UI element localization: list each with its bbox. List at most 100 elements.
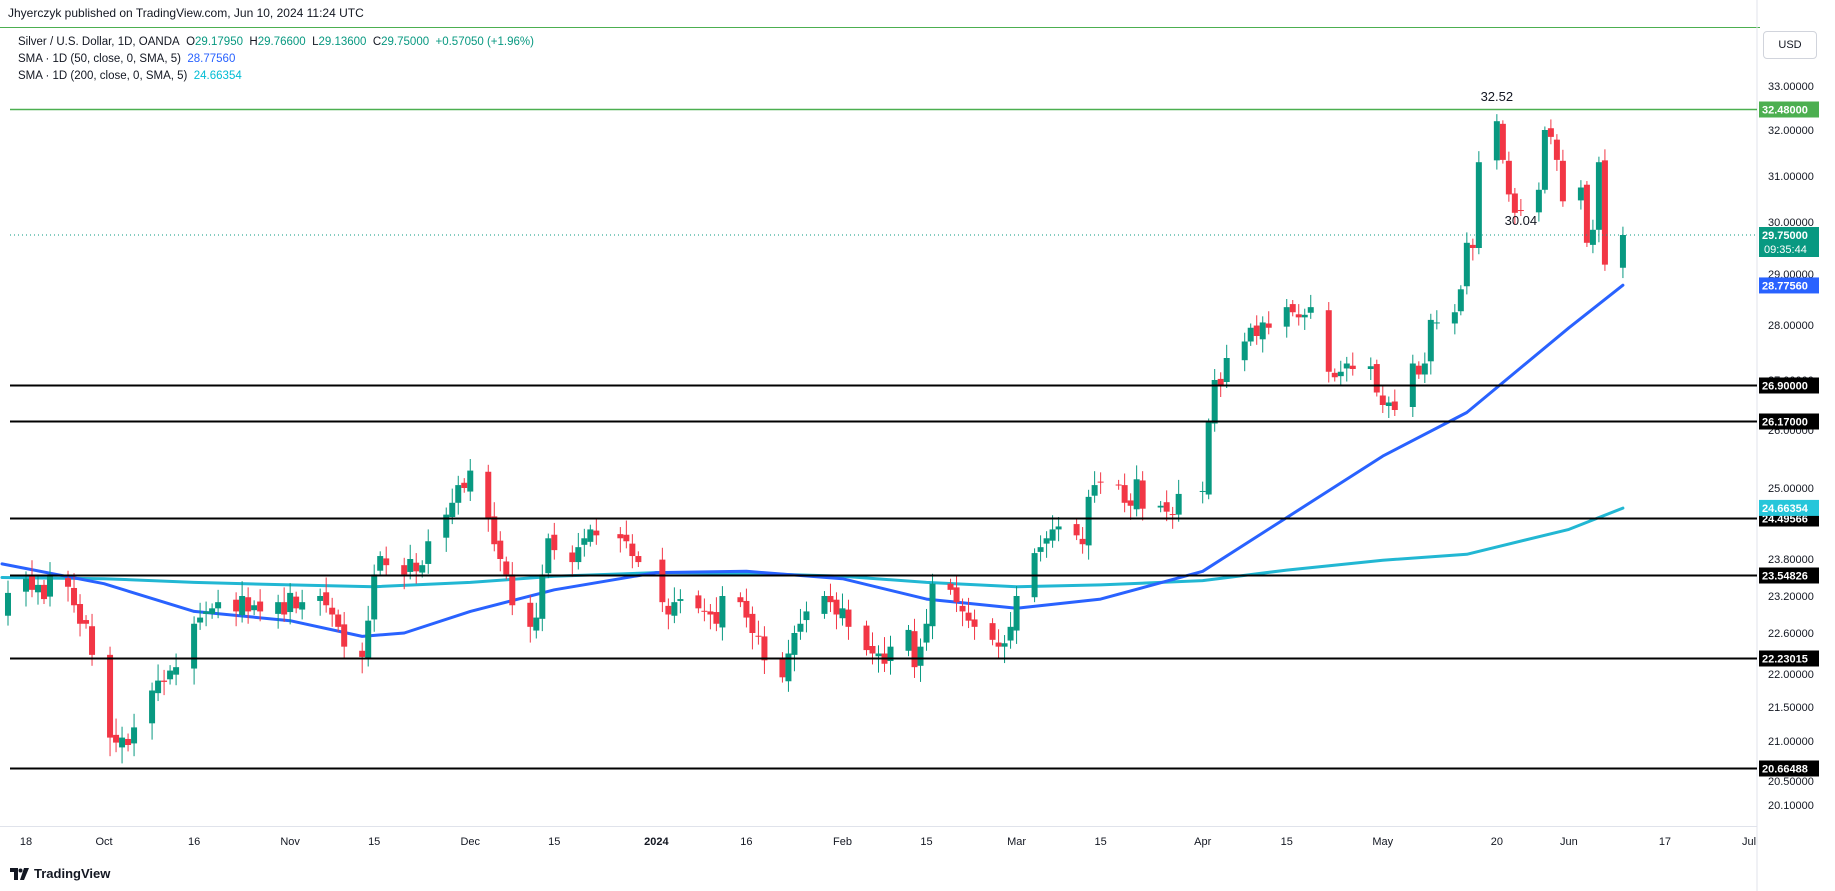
candle-body (1517, 210, 1524, 212)
candle-body (875, 653, 882, 657)
candle (1307, 294, 1314, 319)
candle (1469, 238, 1476, 261)
candle-body (527, 602, 534, 627)
candle (197, 602, 204, 630)
last-price-tag: 29.75000 09:35:44 (1759, 227, 1819, 257)
y-tick-label: 33.00000 (1768, 81, 1814, 93)
currency-selector-button[interactable]: USD (1763, 31, 1817, 59)
candle (1295, 304, 1302, 326)
candle-body (707, 611, 714, 615)
candle (617, 527, 624, 553)
candle (533, 602, 540, 639)
level-price-tag: 23.54826 (1759, 567, 1819, 584)
candle (287, 583, 294, 625)
candle-body (197, 617, 204, 623)
candle-body (1073, 524, 1080, 536)
candle-body (257, 601, 264, 612)
candle (275, 594, 282, 629)
candle-body (1589, 229, 1596, 245)
candle (1505, 151, 1512, 202)
candle (425, 529, 432, 574)
candle (911, 618, 918, 678)
candle-body (1535, 189, 1542, 213)
candle (953, 575, 960, 613)
candle-body (545, 538, 552, 574)
legend-sma200-row[interactable]: SMA · 1D (200, close, 0, SMA, 5) 24.6635… (18, 68, 534, 85)
candle-body (407, 559, 414, 572)
candle (743, 588, 750, 628)
candle-body (755, 635, 762, 637)
legend-high-value: 29.76600 (257, 36, 306, 48)
candle (713, 597, 720, 632)
candle (887, 635, 894, 675)
candle (161, 669, 168, 696)
candle (365, 605, 372, 667)
candle-body (995, 642, 1002, 647)
y-tick-label: 23.20000 (1768, 591, 1814, 603)
candle-body (155, 680, 162, 694)
candle (1115, 479, 1122, 490)
y-tick-label: 22.60000 (1768, 628, 1814, 640)
candle-body (1469, 244, 1476, 248)
candle-body (1241, 341, 1248, 361)
candle-body (485, 471, 492, 518)
candle (527, 595, 534, 643)
candle (1499, 120, 1506, 164)
candle-body (191, 623, 198, 669)
candle (749, 606, 756, 650)
candle (863, 620, 870, 656)
candle-body (1259, 322, 1266, 340)
candle-body (719, 596, 726, 628)
candle (1037, 535, 1044, 562)
candle-body (383, 558, 390, 566)
candle (71, 573, 78, 613)
candle (1601, 149, 1608, 271)
level-tag-text: 26.90000 (1762, 381, 1808, 393)
candle (257, 589, 264, 622)
sma50-price-tag: 28.77560 (1759, 277, 1819, 294)
candle (1085, 489, 1092, 560)
candle-body (1601, 160, 1608, 265)
candle-body (1451, 312, 1458, 324)
level-price-tag: 20.66488 (1759, 760, 1819, 777)
candle (1055, 516, 1062, 542)
level-tag-text: 32.48000 (1762, 105, 1808, 117)
candle (1289, 300, 1296, 317)
candle-body (953, 587, 960, 603)
candle-body (341, 624, 348, 647)
candle (719, 586, 726, 641)
candle-body (533, 617, 540, 631)
price-tag-text: 24.66354 (1762, 503, 1809, 515)
candle (1511, 187, 1518, 225)
candle-body (293, 596, 300, 609)
candle-body (1433, 322, 1440, 324)
level-tag-bg (1759, 377, 1819, 394)
candle-body (1157, 505, 1164, 508)
candle (239, 581, 246, 623)
candle (4, 580, 11, 626)
legend-sma50-row[interactable]: SMA · 1D (50, close, 0, SMA, 5) 28.77560 (18, 51, 534, 68)
candle (1199, 481, 1206, 504)
candle-body (41, 584, 48, 600)
candle-body (1559, 160, 1566, 202)
candle-body (1493, 121, 1500, 161)
candle (1175, 479, 1182, 522)
candle-body (551, 534, 558, 551)
candle-body (461, 482, 468, 488)
candle (329, 597, 336, 627)
candle-body (173, 667, 180, 675)
candle-body (629, 543, 636, 557)
candle (209, 603, 216, 619)
candle (839, 593, 846, 626)
candle-body (1085, 496, 1092, 546)
x-tick-label: 15 (1281, 836, 1293, 848)
candle-body (251, 605, 258, 611)
price-tag-bg (1759, 227, 1819, 257)
candle-body (965, 612, 972, 621)
candle (593, 518, 600, 545)
tradingview-footer[interactable]: TradingView (10, 866, 110, 881)
candle (1259, 316, 1266, 353)
candle (1127, 493, 1134, 520)
candle-body (161, 680, 168, 682)
